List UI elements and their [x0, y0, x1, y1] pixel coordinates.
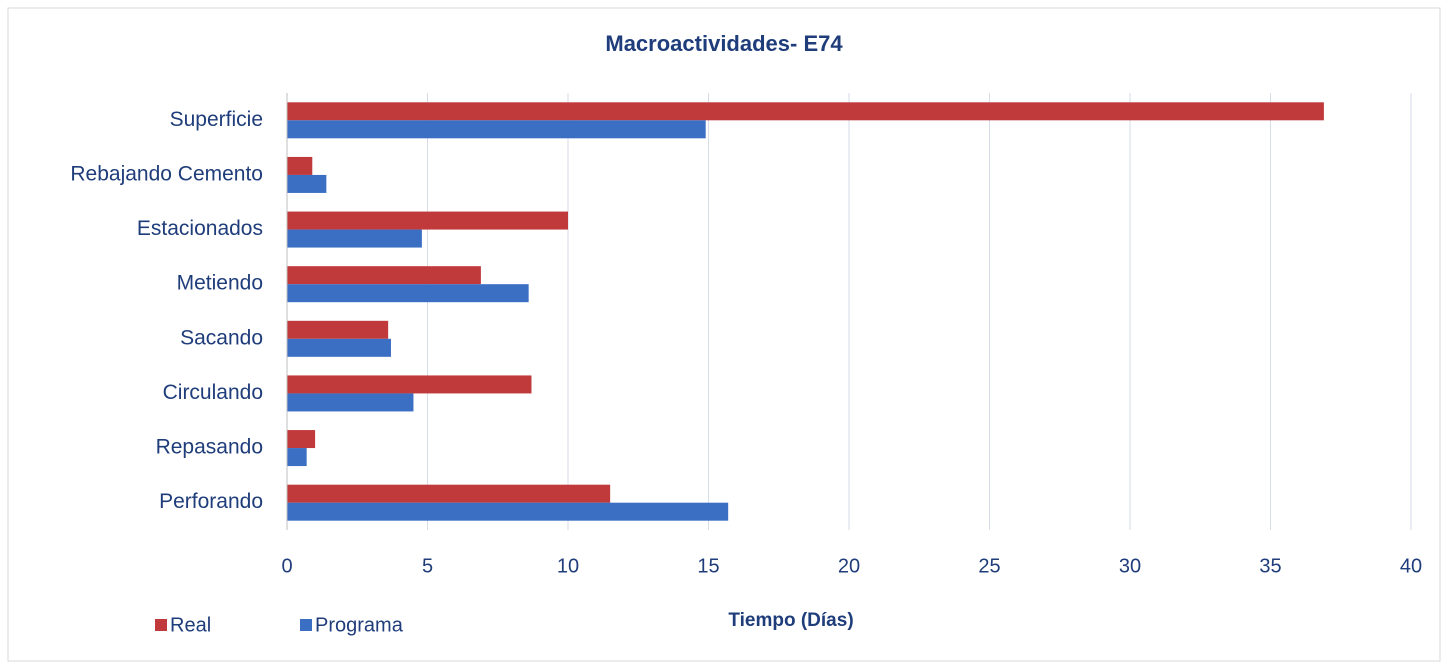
bar — [287, 102, 1324, 121]
bar — [287, 375, 532, 394]
bar — [287, 320, 389, 339]
bar — [287, 211, 568, 230]
bar — [287, 266, 481, 285]
bar — [287, 430, 316, 449]
x-tick-label: 40 — [1400, 555, 1422, 577]
chart-title: Macroactividades- E74 — [605, 31, 843, 56]
x-tick-label: 30 — [1119, 555, 1141, 577]
x-tick-label: 0 — [281, 555, 292, 577]
x-axis-label: Tiempo (Días) — [728, 610, 853, 631]
y-tick-label: Repasando — [156, 436, 263, 459]
bar — [287, 284, 529, 303]
bar — [287, 174, 327, 193]
legend-swatch — [300, 619, 312, 631]
bar — [287, 484, 611, 503]
bar — [287, 393, 414, 412]
x-tick-label: 25 — [978, 555, 1000, 577]
y-tick-label: Metiendo — [177, 272, 263, 295]
bar — [287, 156, 313, 175]
bar — [287, 502, 729, 521]
legend-swatch — [155, 619, 167, 631]
legend-label: Programa — [315, 614, 404, 636]
y-tick-label: Rebajando Cemento — [70, 162, 263, 185]
y-tick-label: Circulando — [163, 381, 263, 404]
x-tick-label: 20 — [838, 555, 860, 577]
y-tick-label: Sacando — [180, 326, 263, 349]
legend-label: Real — [170, 614, 211, 636]
x-tick-label: 15 — [697, 555, 719, 577]
x-tick-label: 35 — [1259, 555, 1281, 577]
y-tick-label: Estacionados — [137, 217, 263, 240]
y-tick-label: Perforando — [159, 490, 263, 513]
bar — [287, 448, 307, 467]
x-tick-label: 5 — [422, 555, 433, 577]
bar — [287, 338, 391, 357]
y-tick-label: Superficie — [170, 108, 263, 131]
x-tick-label: 10 — [557, 555, 579, 577]
bar — [287, 229, 422, 248]
bar — [287, 120, 706, 139]
